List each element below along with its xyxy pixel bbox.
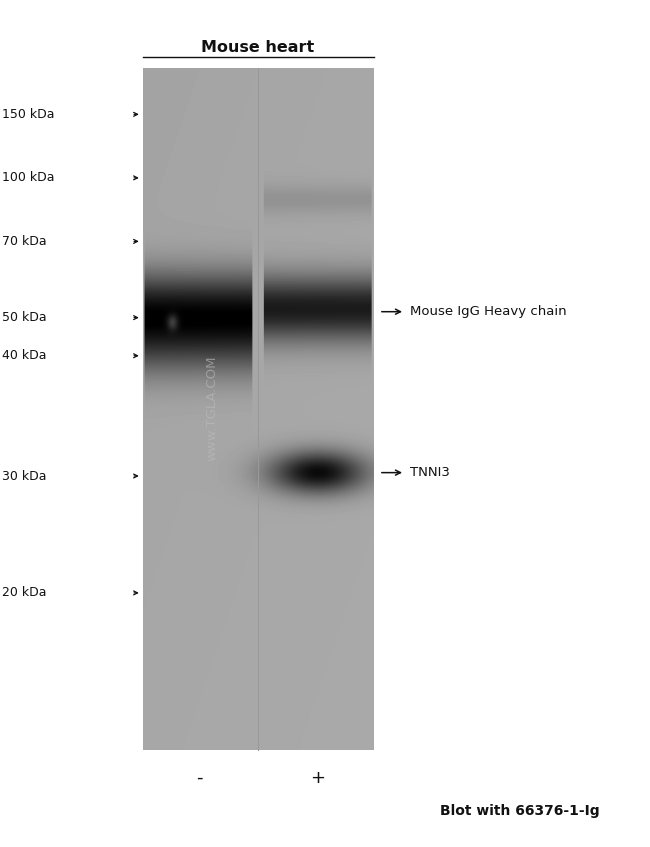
Text: TNNI3: TNNI3	[410, 466, 449, 479]
Text: Mouse heart: Mouse heart	[202, 40, 315, 55]
Text: 50 kDa: 50 kDa	[2, 311, 47, 324]
Text: 70 kDa: 70 kDa	[2, 235, 47, 248]
Text: 40 kDa: 40 kDa	[2, 349, 46, 363]
Text: Blot with 66376-1-Ig: Blot with 66376-1-Ig	[440, 805, 600, 818]
Text: +: +	[310, 768, 326, 787]
Text: -: -	[196, 768, 202, 787]
Text: 150 kDa: 150 kDa	[2, 108, 55, 121]
Text: Mouse IgG Heavy chain: Mouse IgG Heavy chain	[410, 305, 566, 318]
Text: 30 kDa: 30 kDa	[2, 469, 46, 483]
Text: www.TGLA.COM: www.TGLA.COM	[205, 356, 218, 462]
Text: 100 kDa: 100 kDa	[2, 171, 55, 185]
Text: 20 kDa: 20 kDa	[2, 586, 46, 600]
